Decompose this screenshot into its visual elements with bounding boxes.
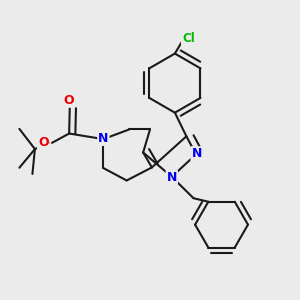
Text: Cl: Cl <box>182 32 195 44</box>
Text: O: O <box>38 136 49 149</box>
Text: N: N <box>191 147 202 160</box>
Text: N: N <box>167 171 177 184</box>
Text: O: O <box>64 94 74 107</box>
Text: N: N <box>98 132 109 145</box>
